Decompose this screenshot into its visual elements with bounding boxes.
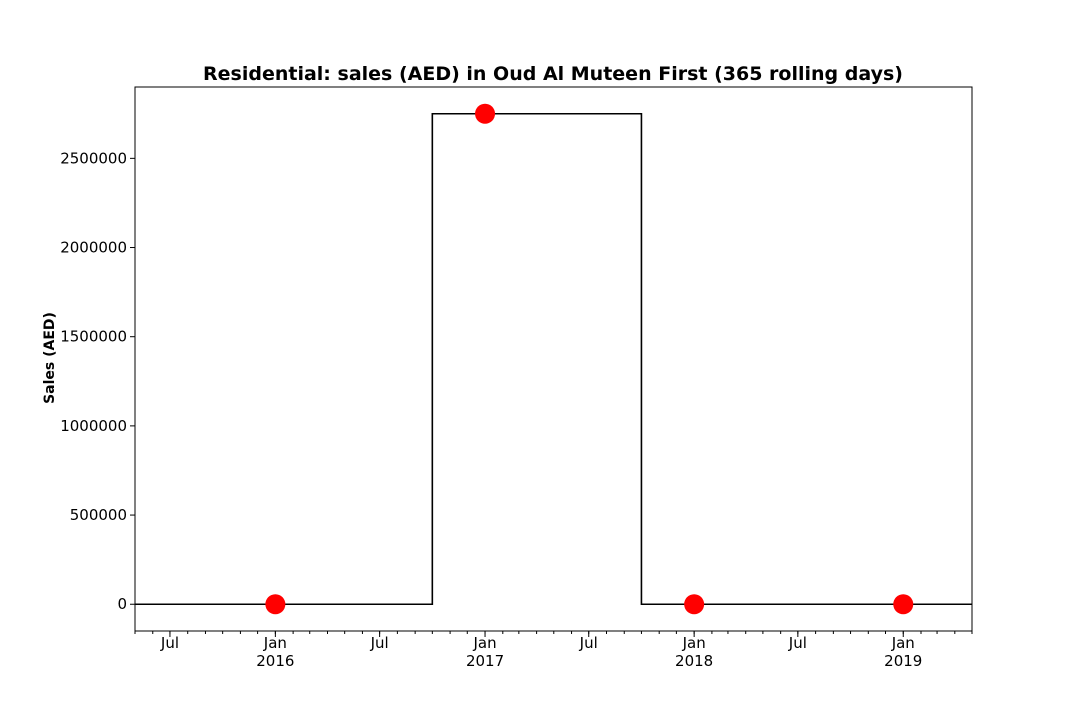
y-axis-label: Sales (AED) [42,312,58,404]
x-tick-label: Jan [472,634,496,652]
sales-data-point [265,594,286,615]
sales-data-point [475,103,496,124]
x-tick-year-label: 2016 [256,652,294,670]
x-tick-label: Jan [263,634,287,652]
plot-frame [134,86,973,632]
y-tick-label: 2000000 [60,239,127,257]
chart-title: Residential: sales (AED) in Oud Al Mutee… [203,63,903,85]
sales-data-point [893,594,914,615]
sales-data-point [684,594,705,615]
x-tick-label: Jul [370,634,389,652]
x-tick-label: Jul [579,634,598,652]
x-tick-label: Jul [788,634,807,652]
y-tick-label: 0 [117,595,127,613]
y-tick-label: 1500000 [60,328,127,346]
y-tick-label: 500000 [70,506,127,524]
x-tick-label: Jan [891,634,915,652]
x-tick-label: Jul [160,634,179,652]
y-tick-label: 1000000 [60,417,127,435]
sales-step-line [135,112,972,606]
x-tick-year-label: 2018 [675,652,713,670]
y-tick-label: 2500000 [60,149,127,167]
x-tick-year-label: 2017 [466,652,504,670]
x-tick-year-label: 2019 [884,652,922,670]
x-tick-label: Jan [682,634,706,652]
